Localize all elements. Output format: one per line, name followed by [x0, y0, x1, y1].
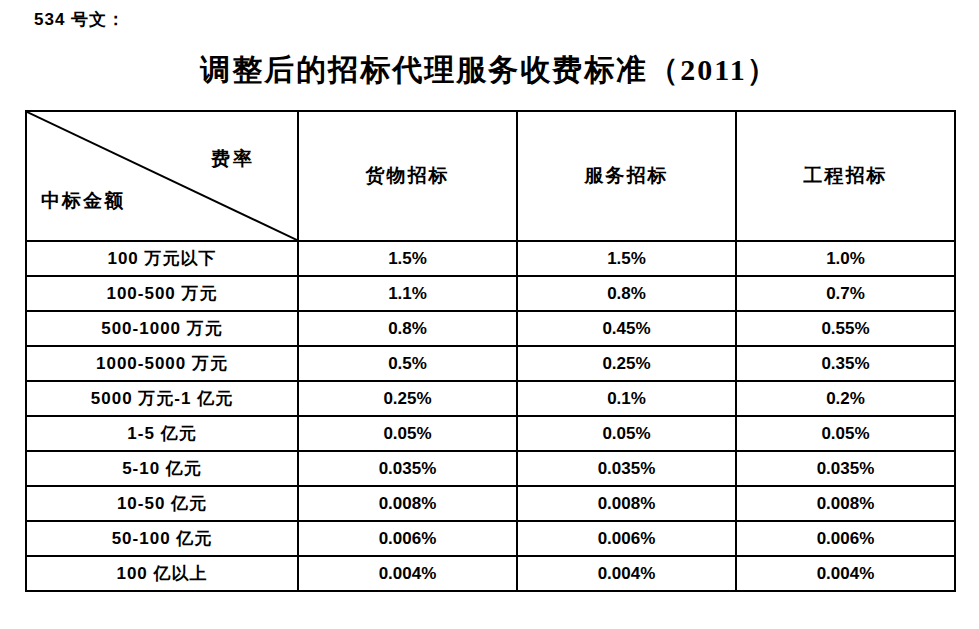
rate-cell: 0.006%	[736, 521, 955, 556]
rate-cell: 0.05%	[298, 416, 517, 451]
row-label: 50-100 亿元	[26, 521, 298, 556]
rate-cell: 0.7%	[736, 276, 955, 311]
row-label: 100 亿以上	[26, 556, 298, 591]
table-row: 50-100 亿元0.006%0.006%0.006%	[26, 521, 955, 556]
table-row: 5000 万元-1 亿元0.25%0.1%0.2%	[26, 381, 955, 416]
column-header-engineering: 工程招标	[736, 111, 955, 241]
rate-cell: 0.05%	[736, 416, 955, 451]
table-row: 500-1000 万元0.8%0.45%0.55%	[26, 311, 955, 346]
rate-cell: 0.006%	[517, 521, 736, 556]
table-row: 1000-5000 万元0.5%0.25%0.35%	[26, 346, 955, 381]
rate-cell: 0.25%	[298, 381, 517, 416]
table-row: 5-10 亿元0.035%0.035%0.035%	[26, 451, 955, 486]
rate-cell: 0.008%	[517, 486, 736, 521]
rate-cell: 0.006%	[298, 521, 517, 556]
row-label: 1000-5000 万元	[26, 346, 298, 381]
row-label: 5-10 亿元	[26, 451, 298, 486]
diagonal-header-cell: 费率 中标金额	[26, 111, 298, 241]
header-row: 费率 中标金额 货物招标 服务招标 工程招标	[26, 111, 955, 241]
rate-cell: 0.008%	[298, 486, 517, 521]
rate-cell: 0.5%	[298, 346, 517, 381]
rate-cell: 0.8%	[298, 311, 517, 346]
corner-label-amount: 中标金额	[41, 188, 125, 214]
diagonal-divider-line	[27, 112, 297, 240]
doc-number-label: 534 号文：	[34, 8, 125, 31]
row-label: 100-500 万元	[26, 276, 298, 311]
rate-cell: 0.004%	[298, 556, 517, 591]
fee-table: 费率 中标金额 货物招标 服务招标 工程招标 100 万元以下1.5%1.5%1…	[25, 110, 953, 592]
rate-cell: 0.035%	[517, 451, 736, 486]
column-header-services: 服务招标	[517, 111, 736, 241]
rate-cell: 1.5%	[517, 241, 736, 276]
table-row: 1-5 亿元0.05%0.05%0.05%	[26, 416, 955, 451]
rate-cell: 0.35%	[736, 346, 955, 381]
row-label: 100 万元以下	[26, 241, 298, 276]
rate-cell: 0.004%	[736, 556, 955, 591]
rate-cell: 0.035%	[298, 451, 517, 486]
table-row: 10-50 亿元0.008%0.008%0.008%	[26, 486, 955, 521]
rate-cell: 0.008%	[736, 486, 955, 521]
page-title: 调整后的招标代理服务收费标准（2011）	[0, 50, 979, 91]
column-header-goods: 货物招标	[298, 111, 517, 241]
rate-cell: 0.035%	[736, 451, 955, 486]
rate-cell: 0.004%	[517, 556, 736, 591]
row-label: 1-5 亿元	[26, 416, 298, 451]
table-row: 100 万元以下1.5%1.5%1.0%	[26, 241, 955, 276]
rate-cell: 1.1%	[298, 276, 517, 311]
rate-cell: 0.45%	[517, 311, 736, 346]
row-label: 10-50 亿元	[26, 486, 298, 521]
rate-cell: 0.05%	[517, 416, 736, 451]
rate-cell: 0.8%	[517, 276, 736, 311]
table-row: 100 亿以上0.004%0.004%0.004%	[26, 556, 955, 591]
row-label: 500-1000 万元	[26, 311, 298, 346]
row-label: 5000 万元-1 亿元	[26, 381, 298, 416]
rate-cell: 0.1%	[517, 381, 736, 416]
rate-cell: 0.2%	[736, 381, 955, 416]
rate-cell: 0.55%	[736, 311, 955, 346]
corner-label-rate: 费率	[211, 146, 255, 172]
fee-table-body: 100 万元以下1.5%1.5%1.0%100-500 万元1.1%0.8%0.…	[26, 241, 955, 591]
rate-cell: 0.25%	[517, 346, 736, 381]
table-row: 100-500 万元1.1%0.8%0.7%	[26, 276, 955, 311]
rate-cell: 1.0%	[736, 241, 955, 276]
rate-cell: 1.5%	[298, 241, 517, 276]
